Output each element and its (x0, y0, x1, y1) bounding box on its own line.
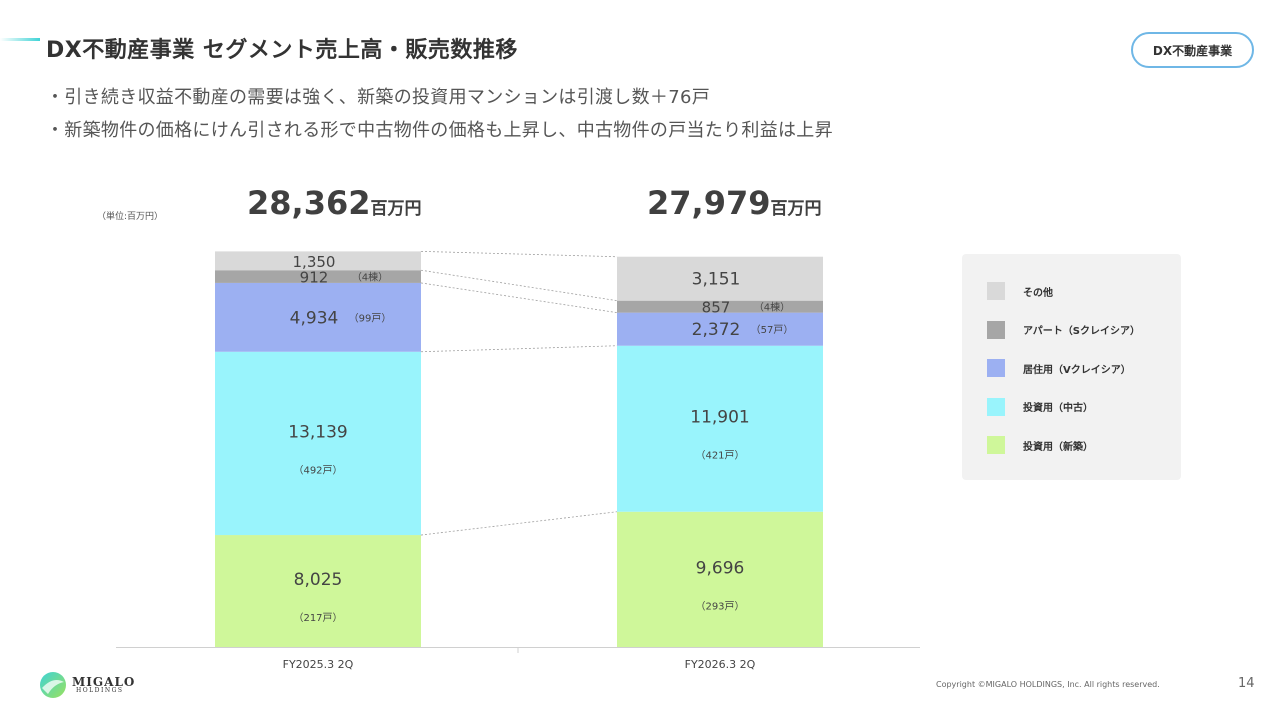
bar-other-0 (215, 251, 421, 271)
bullet-point-1: ・引き続き収益不動産の需要は強く、新築の投資用マンションは引渡し数＋76戸 (46, 87, 711, 108)
company-logo: MIGALO HOLDINGS (38, 670, 135, 700)
data-label-new-build-0: 8,025 (294, 570, 343, 590)
legend-swatch (987, 397, 1005, 416)
data-note-residential-1: （57戸） (751, 324, 794, 336)
data-label-used-1: 11,901 (690, 408, 749, 428)
logo-icon (40, 672, 66, 698)
total-label-fy2025: 28,362百万円 (247, 184, 421, 222)
data-label-other-0: 1,350 (293, 253, 336, 271)
page-title: DX不動産事業 セグメント売上高・販売数推移 (46, 38, 518, 63)
bullet-point-2: ・新築物件の価格にけん引される形で中古物件の価格も上昇し、中古物件の戸当たり利益… (46, 120, 833, 141)
data-label-apartment-1: 857 (702, 299, 731, 317)
logo-name: MIGALO (72, 675, 136, 689)
total-value: 28,362 (247, 184, 371, 222)
legend-item-new-build: 投資用（新築） (987, 436, 1093, 454)
chart-legend: その他アパート（Sクレイシア） 居住用（Vクレイシア） 投資用（中古） 投資用（新築） (962, 254, 1181, 480)
legend-label: 投資用（中古） (1023, 403, 1093, 414)
copyright-notice: Copyright ©MIGALO HOLDINGS, Inc. All rig… (936, 680, 1160, 689)
data-label-new-build-1: 9,696 (696, 558, 745, 578)
title-accent-line (0, 38, 40, 41)
section-badge: DX不動産事業 (1131, 32, 1254, 68)
bar-residential-1 (617, 312, 823, 346)
connector-line-new-build (420, 511, 618, 536)
page-number: 14 (1238, 676, 1255, 691)
data-note-residential-0: （99戸） (349, 312, 392, 324)
data-note-used-1: （421戸） (695, 450, 744, 462)
legend-swatch (987, 436, 1005, 454)
legend-label: 投資用（新築） (1023, 441, 1093, 453)
connector-line-apartment (420, 269, 618, 302)
bar-other-1 (617, 256, 823, 301)
legend-swatch (987, 320, 1005, 339)
unit-note: （単位:百万円） (97, 212, 164, 222)
data-note-new-build-1: （293戸） (695, 600, 744, 612)
logo-subtitle: HOLDINGS (76, 687, 124, 694)
legend-label: その他 (1023, 287, 1053, 299)
data-label-other-1: 3,151 (692, 270, 741, 290)
legend-item-residential: 居住用（Vクレイシア） (987, 359, 1131, 377)
data-note-apartment-1: （4棟） (754, 301, 790, 314)
bar-used-0 (215, 351, 421, 536)
x-tick-label-1: FY2026.3 2Q (685, 658, 756, 671)
data-label-residential-1: 2,372 (692, 320, 741, 340)
bar-apartment-1 (617, 300, 823, 313)
data-note-new-build-0: （217戸） (293, 612, 342, 624)
legend-swatch (987, 359, 1005, 377)
bar-new-build-1 (617, 511, 823, 647)
data-label-residential-0: 4,934 (290, 308, 339, 328)
total-unit: 百万円 (370, 199, 422, 219)
legend-label: 居住用（Vクレイシア） (1023, 364, 1131, 376)
x-tick-label-0: FY2025.3 2Q (283, 658, 354, 671)
legend-swatch (987, 282, 1005, 300)
bar-new-build-0 (215, 535, 421, 647)
legend-item-other: その他 (987, 282, 1053, 300)
total-unit: 百万円 (770, 199, 822, 219)
data-label-used-0: 13,139 (288, 422, 347, 442)
connector-line-residential (420, 282, 618, 314)
legend-item-apartment: アパート（Sクレイシア） (987, 320, 1141, 339)
data-note-apartment-0: （4棟） (352, 271, 388, 284)
total-value: 27,979 (647, 184, 771, 222)
total-label-fy2026: 27,979百万円 (647, 184, 821, 222)
connector-line-used (420, 345, 618, 353)
legend-item-used: 投資用（中古） (987, 397, 1093, 416)
bar-apartment-0 (215, 270, 421, 283)
connector-line-other (420, 250, 618, 258)
legend-label: アパート（Sクレイシア） (1023, 326, 1141, 337)
data-note-used-0: （492戸） (293, 464, 342, 476)
bar-residential-0 (215, 282, 421, 352)
data-label-apartment-0: 912 (300, 269, 329, 287)
bar-used-1 (617, 345, 823, 512)
